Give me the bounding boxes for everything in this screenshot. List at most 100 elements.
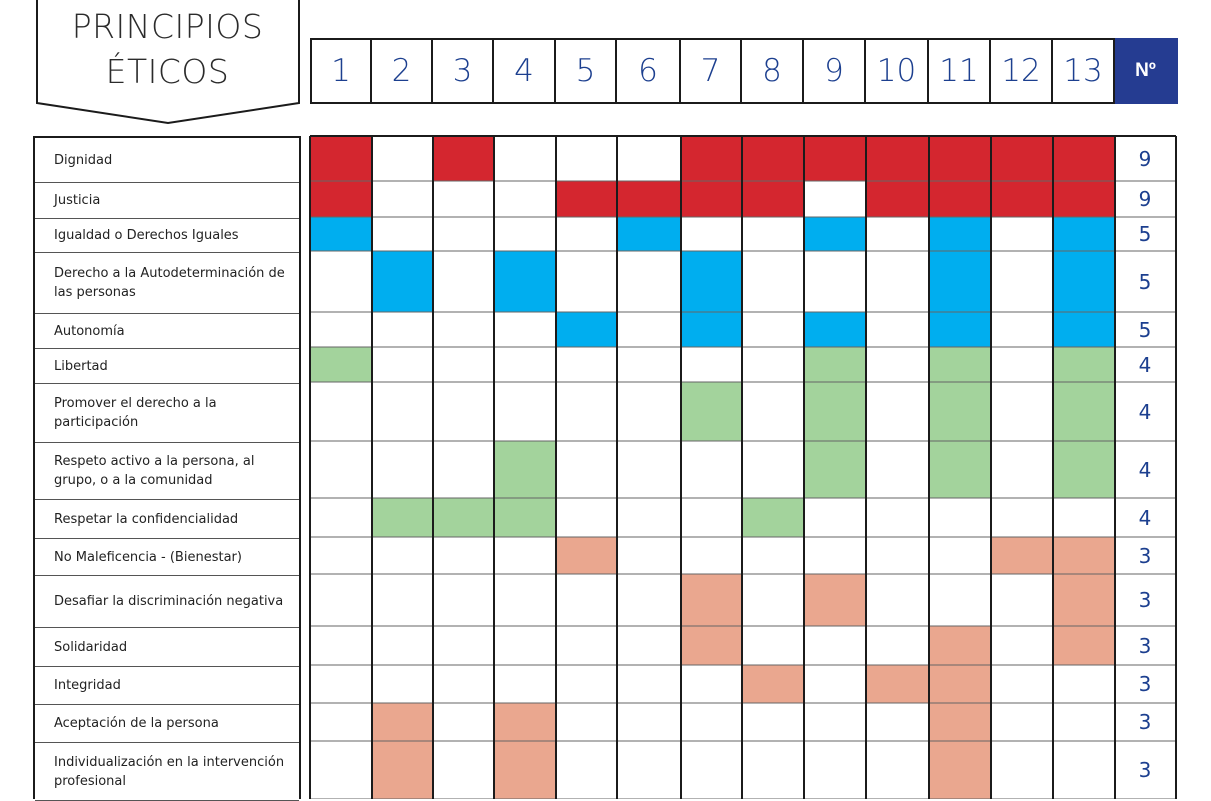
column-header-9: 9 (804, 38, 866, 104)
cell-mark-salmon (681, 574, 742, 626)
cell-mark-blue (1053, 217, 1115, 251)
row-label: Dignidad (35, 138, 299, 183)
column-header-8: 8 (742, 38, 804, 104)
cell-mark-green (1053, 347, 1115, 382)
cell-mark-red (742, 136, 804, 181)
cell-mark-salmon (372, 741, 433, 799)
cell-mark-green (310, 347, 372, 382)
cell-mark-green (494, 441, 556, 498)
column-header-6: 6 (617, 38, 681, 104)
cell-mark-red (866, 136, 929, 181)
row-label: Aceptación de la persona (35, 705, 299, 743)
row-label: Autonomía (35, 314, 299, 349)
row-label: Desafiar la discriminación negativa (35, 576, 299, 628)
column-header-13: 13 (1053, 38, 1115, 104)
column-header-1: 1 (310, 38, 372, 104)
column-header-7: 7 (681, 38, 742, 104)
cell-mark-blue (494, 251, 556, 312)
cell-mark-salmon (494, 703, 556, 741)
row-count: 3 (1138, 633, 1152, 658)
cell-mark-green (804, 382, 866, 441)
cell-mark-salmon (681, 626, 742, 665)
cell-mark-salmon (991, 537, 1053, 574)
cell-mark-blue (1053, 251, 1115, 312)
row-label: Solidaridad (35, 628, 299, 667)
row-label: Promover el derecho a la participación (35, 384, 299, 443)
row-label: Integridad (35, 667, 299, 705)
cell-mark-salmon (866, 665, 929, 703)
row-label: Igualdad o Derechos Iguales (35, 219, 299, 253)
cell-mark-red (742, 181, 804, 217)
cell-mark-salmon (804, 574, 866, 626)
cell-mark-salmon (929, 741, 991, 799)
row-label: Libertad (35, 349, 299, 384)
cell-mark-red (433, 136, 494, 181)
row-label: Respetar la confidencialidad (35, 500, 299, 539)
cell-mark-red (681, 181, 742, 217)
cell-mark-red (929, 136, 991, 181)
cell-mark-green (1053, 382, 1115, 441)
cell-mark-green (681, 382, 742, 441)
cell-mark-blue (372, 251, 433, 312)
cell-mark-blue (1053, 312, 1115, 347)
cell-mark-red (617, 181, 681, 217)
row-count: 4 (1138, 352, 1152, 377)
cell-mark-red (866, 181, 929, 217)
cell-mark-blue (804, 312, 866, 347)
column-header-10: 10 (866, 38, 929, 104)
row-labels-panel: Dignidad Justicia Igualdad o Derechos Igua… (33, 136, 301, 801)
row-count: 4 (1138, 457, 1152, 482)
cell-mark-green (929, 441, 991, 498)
row-label: Individualización en la intervención pro… (35, 743, 299, 801)
cell-mark-salmon (1053, 537, 1115, 574)
cell-mark-blue (929, 312, 991, 347)
cell-mark-salmon (1053, 574, 1115, 626)
cell-mark-salmon (494, 741, 556, 799)
cell-mark-blue (681, 251, 742, 312)
page-title-line-1: PRINCIPIOS (71, 7, 264, 46)
cell-mark-green (804, 347, 866, 382)
cell-mark-salmon (1053, 626, 1115, 665)
cell-mark-red (556, 181, 617, 217)
cell-mark-blue (681, 312, 742, 347)
row-count: 9 (1138, 146, 1152, 171)
cell-mark-salmon (929, 665, 991, 703)
cell-mark-blue (929, 251, 991, 312)
cell-mark-red (991, 181, 1053, 217)
row-count: 4 (1138, 399, 1152, 424)
cell-mark-green (929, 382, 991, 441)
cell-mark-red (1053, 136, 1115, 181)
cell-mark-red (991, 136, 1053, 181)
cell-mark-green (433, 498, 494, 537)
cell-mark-salmon (929, 703, 991, 741)
column-header-4: 4 (494, 38, 556, 104)
row-count: 3 (1138, 543, 1152, 568)
column-header-row: 1 2 3 4 5 6 7 8 9 10 11 12 13 Nº (310, 38, 1178, 104)
column-header-11: 11 (929, 38, 991, 104)
column-header-12: 12 (991, 38, 1053, 104)
row-count: 5 (1138, 222, 1152, 246)
row-count: 9 (1138, 187, 1152, 211)
row-count: 4 (1138, 505, 1152, 530)
column-header-3: 3 (433, 38, 494, 104)
row-count: 3 (1138, 758, 1152, 782)
cell-mark-salmon (742, 665, 804, 703)
cell-mark-red (804, 136, 866, 181)
page-title-line-2: ÉTICOS (105, 52, 230, 91)
cell-mark-red (310, 136, 372, 181)
cell-mark-green (1053, 441, 1115, 498)
cell-mark-green (804, 441, 866, 498)
cell-mark-red (1053, 181, 1115, 217)
count-column-header: Nº (1115, 38, 1178, 104)
row-label: Derecho a la Autodeterminación de las pe… (35, 253, 299, 314)
cell-mark-blue (617, 217, 681, 251)
row-count: 5 (1138, 317, 1152, 342)
cell-mark-blue (929, 217, 991, 251)
cell-mark-green (742, 498, 804, 537)
row-label: Justicia (35, 183, 299, 219)
row-label: No Maleficencia - (Bienestar) (35, 539, 299, 576)
row-count: 3 (1138, 710, 1152, 734)
cell-mark-blue (804, 217, 866, 251)
row-label: Respeto activo a la persona, al grupo, o… (35, 443, 299, 500)
